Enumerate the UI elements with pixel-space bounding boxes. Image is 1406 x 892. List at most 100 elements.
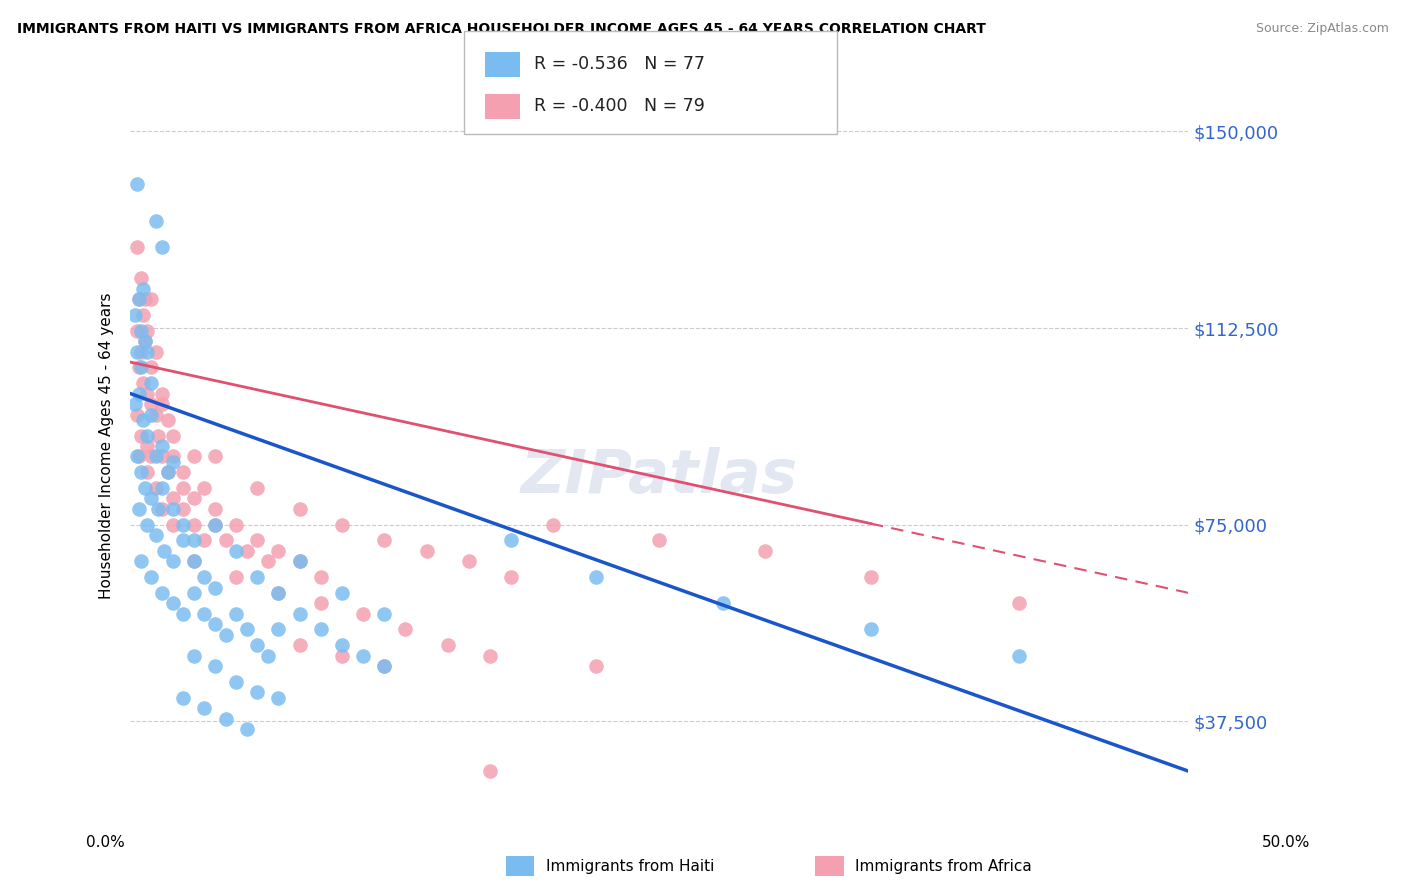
Point [204,659,226,673]
Point [415,544,437,558]
Point [124,397,146,411]
Point [225,517,247,532]
Point [204,450,226,464]
Point [141,491,163,506]
Point [150,502,173,516]
Point [193,701,215,715]
Point [183,517,205,532]
Point [352,648,374,663]
Point [183,554,205,568]
Point [267,586,290,600]
Point [204,517,226,532]
Point [193,533,215,548]
Point [172,607,194,621]
Point [235,722,257,736]
Point [162,502,184,516]
Point [134,334,156,348]
Point [157,465,180,479]
Point [172,502,194,516]
Point [141,450,163,464]
Point [436,638,458,652]
Point [288,607,311,621]
Point [125,408,148,422]
Point [585,570,607,584]
Point [162,450,184,464]
Point [193,481,215,495]
Point [309,596,332,610]
Point [246,481,269,495]
Point [132,376,155,390]
Point [141,292,163,306]
Point [183,586,205,600]
Point [146,428,169,442]
Point [479,764,502,778]
Point [501,533,523,548]
Y-axis label: Householder Income Ages 45 - 64 years: Householder Income Ages 45 - 64 years [100,293,114,599]
Point [373,607,395,621]
Text: 50.0%: 50.0% [1263,836,1310,850]
Point [128,386,150,401]
Text: IMMIGRANTS FROM HAITI VS IMMIGRANTS FROM AFRICA HOUSEHOLDER INCOME AGES 45 - 64 : IMMIGRANTS FROM HAITI VS IMMIGRANTS FROM… [17,22,986,37]
Point [136,517,159,532]
Point [501,570,523,584]
Point [134,334,156,348]
Point [246,570,269,584]
Point [235,544,257,558]
Point [172,481,194,495]
Point [246,685,269,699]
Point [373,533,395,548]
Point [267,690,290,705]
Point [225,570,247,584]
Point [162,455,184,469]
Point [146,502,169,516]
Point [204,617,226,632]
Point [204,581,226,595]
Point [150,481,173,495]
Point [145,408,167,422]
Point [132,308,155,322]
Point [141,376,163,390]
Point [330,517,353,532]
Point [204,502,226,516]
Point [162,554,184,568]
Point [183,554,205,568]
Point [585,659,607,673]
Point [136,344,159,359]
Point [193,607,215,621]
Point [267,623,290,637]
Point [214,628,236,642]
Point [267,544,290,558]
Point [128,360,150,375]
Point [128,292,150,306]
Point [183,648,205,663]
Point [136,465,159,479]
Point [150,397,173,411]
Point [125,450,148,464]
Point [225,544,247,558]
Point [754,544,776,558]
Point [150,450,173,464]
Point [204,517,226,532]
Point [145,450,167,464]
Point [141,408,163,422]
Point [128,292,150,306]
Point [125,324,148,338]
Point [214,712,236,726]
Point [235,623,257,637]
Point [141,397,163,411]
Point [330,586,353,600]
Point [859,623,882,637]
Point [330,648,353,663]
Point [225,674,247,689]
Text: ZIPatlas: ZIPatlas [520,447,797,506]
Point [172,690,194,705]
Point [162,491,184,506]
Point [373,659,395,673]
Point [1008,596,1031,610]
Point [129,271,152,285]
Point [183,491,205,506]
Point [172,517,194,532]
Point [136,386,159,401]
Point [711,596,734,610]
Text: Immigrants from Africa: Immigrants from Africa [855,859,1032,873]
